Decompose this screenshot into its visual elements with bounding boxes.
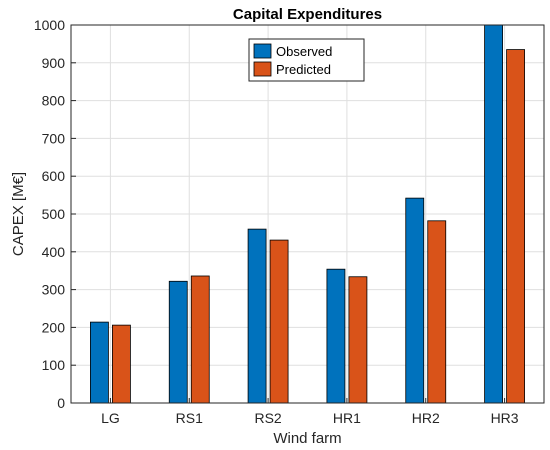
y-tick-label: 200	[42, 319, 66, 335]
x-tick-labels: LG RS1 RS2 HR1 HR2 HR3	[101, 410, 519, 426]
legend-swatch-observed	[253, 43, 272, 59]
bar-observed-hr3	[484, 24, 503, 404]
grid-layer	[71, 24, 544, 404]
bar-predicted-hr1	[348, 276, 368, 404]
y-tick-label: 800	[42, 93, 66, 109]
y-tick-label: 1000	[34, 17, 65, 33]
y-tick-label: 900	[42, 55, 66, 71]
plot-frame	[70, 24, 545, 404]
legend: Observed Predicted	[248, 38, 365, 82]
bar-predicted-hr2	[427, 220, 447, 404]
y-tick-label: 0	[57, 395, 65, 411]
bar-observed-hr1	[326, 268, 346, 404]
y-axis-label: CAPEX [M€]	[10, 172, 27, 256]
y-tick-label: 400	[42, 244, 66, 260]
x-tick-label-lg: LG	[101, 410, 120, 426]
bar-observed-rs1	[168, 280, 188, 404]
x-tick-label-hr3: HR3	[491, 410, 519, 426]
y-tick-label: 600	[42, 168, 66, 184]
legend-swatch-predicted	[253, 61, 272, 77]
bar-observed-lg	[90, 321, 109, 404]
x-tick-label-rs1: RS1	[176, 410, 203, 426]
y-tick-label: 500	[42, 206, 66, 222]
x-tick-label-hr1: HR1	[333, 410, 361, 426]
bar-observed-rs2	[247, 228, 267, 404]
x-axis-label: Wind farm	[273, 430, 341, 447]
legend-label-predicted: Predicted	[276, 62, 331, 77]
x-tick-label-hr2: HR2	[412, 410, 440, 426]
bar-layer	[90, 24, 525, 404]
bar-predicted-rs2	[269, 239, 289, 404]
bar-predicted-hr3	[506, 49, 525, 404]
legend-label-observed: Observed	[276, 44, 332, 59]
y-tick-label: 700	[42, 130, 66, 146]
chart-title: Capital Expenditures	[233, 6, 382, 23]
bar-predicted-lg	[112, 324, 131, 404]
x-tick-label-rs2: RS2	[254, 410, 281, 426]
y-tick-labels: 0 100 200 300 400 500 600 700 800 900 1000	[34, 17, 65, 411]
bar-predicted-rs1	[190, 275, 210, 404]
y-tick-label: 300	[42, 282, 66, 298]
y-tick-label: 100	[42, 357, 66, 373]
bar-observed-hr2	[405, 197, 425, 404]
